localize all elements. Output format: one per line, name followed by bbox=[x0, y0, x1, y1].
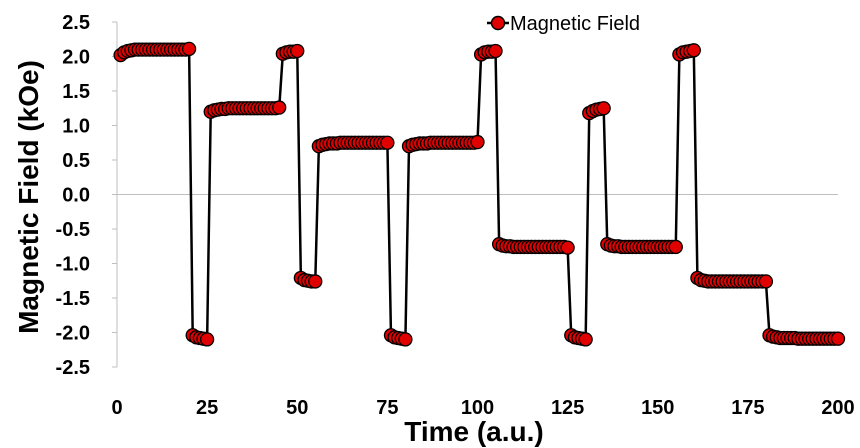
legend-label: Magnetic Field bbox=[510, 13, 640, 35]
series-layer bbox=[113, 41, 846, 347]
legend-marker-icon bbox=[490, 15, 506, 31]
x-tick-label: 125 bbox=[551, 397, 584, 419]
data-point bbox=[686, 43, 701, 58]
x-tick-label: 50 bbox=[286, 397, 308, 419]
axes-layer: 2.5 2.0 1.5 1.0 0.5 0.0 -0.5 -1.0 -1.5 -2.0 -2.5 0 2… bbox=[56, 12, 855, 419]
data-point bbox=[308, 274, 323, 289]
y-tick-label: -1.5 bbox=[56, 288, 90, 310]
data-point bbox=[560, 240, 575, 255]
x-axis-title: Time (a.u.) bbox=[404, 416, 544, 447]
x-tick-label: 175 bbox=[731, 397, 764, 419]
y-tick-label: 0.0 bbox=[62, 185, 90, 207]
data-point bbox=[578, 332, 593, 347]
x-tick-label: 200 bbox=[821, 397, 854, 419]
data-point bbox=[290, 43, 305, 59]
x-tick-label: 25 bbox=[196, 397, 218, 419]
data-point bbox=[199, 332, 215, 347]
y-tick-label: 1.0 bbox=[62, 116, 90, 138]
data-point bbox=[181, 41, 197, 57]
labels-layer: Time (a.u.) Magnetic Field (kOe) bbox=[13, 60, 544, 447]
y-tick-label: 0.5 bbox=[62, 150, 90, 172]
y-tick-label: -2.0 bbox=[56, 323, 90, 345]
y-tick-label: 1.5 bbox=[62, 81, 90, 103]
data-point bbox=[668, 239, 683, 255]
y-tick-label: -2.5 bbox=[56, 357, 90, 379]
data-point bbox=[272, 100, 287, 115]
y-tick-label: -0.5 bbox=[56, 219, 90, 241]
x-tick-label: 100 bbox=[461, 397, 494, 419]
data-point bbox=[830, 331, 846, 346]
y-tick-label: 2.0 bbox=[62, 47, 90, 69]
legend: Magnetic Field bbox=[487, 13, 640, 35]
data-point bbox=[488, 43, 503, 59]
x-tick-label: 0 bbox=[111, 397, 122, 419]
x-tick-label: 150 bbox=[641, 397, 674, 419]
y-tick-label: 2.5 bbox=[62, 12, 90, 34]
data-point bbox=[758, 274, 774, 289]
x-tick-label: 75 bbox=[376, 397, 398, 419]
data-point bbox=[380, 135, 395, 150]
data-point bbox=[398, 332, 413, 347]
y-tick-label: -1.0 bbox=[56, 254, 90, 276]
data-point bbox=[470, 134, 485, 150]
y-axis-title: Magnetic Field (kOe) bbox=[13, 60, 44, 334]
data-point bbox=[596, 101, 611, 116]
